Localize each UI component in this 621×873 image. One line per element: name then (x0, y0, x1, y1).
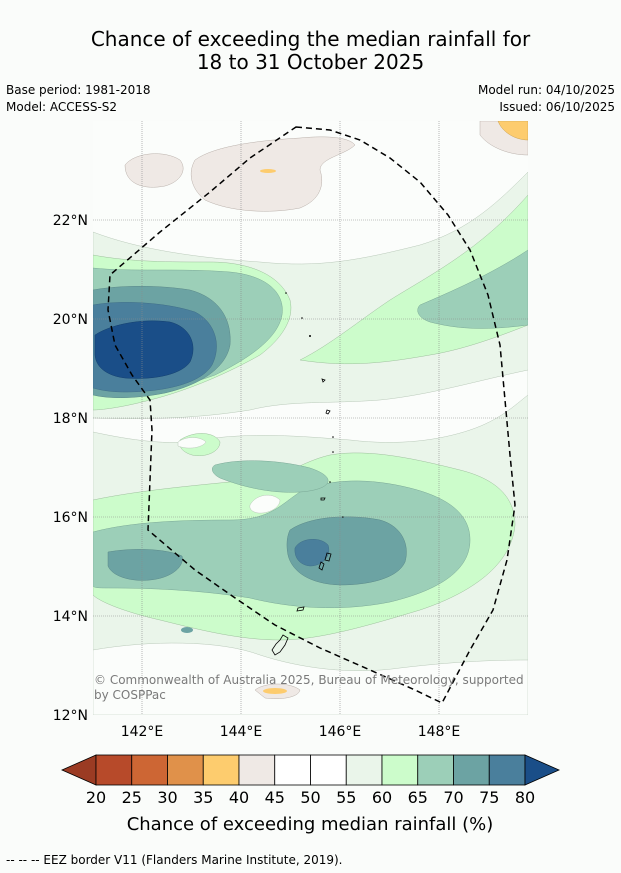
colorbar-label: 40 (229, 788, 249, 807)
contour-45-50-nw (124, 153, 184, 188)
contour-70-75-south (286, 516, 407, 586)
contour-35-40-north (260, 169, 276, 173)
colorbar-extend-high (524, 754, 560, 786)
model-run: Model run: 04/10/2025 (477, 83, 615, 97)
lat-tick: 20°N (53, 312, 88, 328)
island-alamagan (321, 378, 326, 383)
lat-tick: 22°N (53, 213, 88, 229)
colorbar-segment (453, 754, 490, 786)
contour-55-60-b (93, 369, 528, 443)
contour-45-50-north (190, 136, 356, 212)
title-line-1: Chance of exceeding the median rainfall … (90, 27, 531, 51)
lon-tick: 142°E (121, 724, 164, 740)
colorbar-label: 20 (86, 788, 106, 807)
colorbar-label: 55 (336, 788, 356, 807)
colorbar-segment (95, 754, 133, 786)
island-dot (309, 335, 311, 337)
lat-tick: 16°N (53, 510, 88, 526)
island-guam (271, 634, 289, 656)
colorbar-extend-low (61, 754, 97, 786)
colorbar-label: 30 (157, 788, 177, 807)
credit-line-1: © Commonwealth of Australia 2025, Bureau… (94, 673, 524, 687)
lat-tick: 18°N (53, 411, 88, 427)
footer-note: -- -- -- EEZ border V11 (Flanders Marine… (6, 853, 343, 867)
island-dots (285, 292, 344, 518)
chart-title: Chance of exceeding the median rainfall … (0, 28, 621, 74)
credit-line-2: by COSPPac (94, 688, 166, 702)
island-aguijan (320, 497, 326, 501)
meta-right: Model run: 04/10/2025 Issued: 06/10/2025 (478, 82, 615, 116)
base-period: Base period: 1981-2018 (6, 83, 151, 97)
island-tinian (318, 561, 325, 571)
lat-tick-labels: 12°N 14°N 16°N 18°N 20°N 22°N (53, 213, 88, 724)
map-panel: © Commonwealth of Australia 2025, Bureau… (93, 121, 528, 715)
island-dot (285, 292, 287, 294)
contour-hole-2 (177, 437, 207, 449)
lon-tick: 146°E (319, 724, 362, 740)
contour-hole-1 (249, 494, 281, 514)
colorbar-title: Chance of exceeding median rainfall (%) (127, 814, 494, 835)
lat-tick: 12°N (53, 708, 88, 724)
lon-tick: 144°E (220, 724, 263, 740)
colorbar-segment (488, 754, 526, 786)
model-name: Model: ACCESS-S2 (6, 100, 118, 114)
contour-80-plus-north (94, 320, 194, 379)
contour-65-70-band (212, 460, 329, 493)
colorbar: 20 25 30 35 40 45 50 55 60 65 70 75 80 (61, 754, 560, 807)
colorbar-label: 60 (372, 788, 392, 807)
title-line-2: 18 to 31 October 2025 (196, 50, 425, 74)
colorbar-label: 25 (122, 788, 142, 807)
island-dot (332, 451, 334, 453)
colorbar-segment (131, 754, 168, 786)
colorbar-segment (417, 754, 454, 786)
island-saipan (324, 552, 332, 562)
contour-70-75-south-west (107, 549, 183, 581)
eez-border (107, 126, 516, 704)
colorbar-label: 75 (479, 788, 499, 807)
contour-55-60-c (93, 642, 528, 715)
colorbar-segment (274, 754, 311, 786)
gridlines (93, 121, 528, 715)
colorbar-segment (310, 754, 347, 786)
contour-35-40-south (263, 688, 287, 694)
colorbar-label: 45 (265, 788, 285, 807)
contour-65-70-east (417, 249, 528, 329)
colorbar-segment (345, 754, 383, 786)
island-dot (301, 317, 303, 319)
island-rota (296, 606, 305, 612)
lat-tick: 14°N (53, 609, 88, 625)
contour-70-75-dot (181, 627, 193, 633)
issued-date: Issued: 06/10/2025 (499, 100, 615, 114)
colorbar-label: 50 (300, 788, 320, 807)
colorbar-label: 70 (443, 788, 463, 807)
meta-left: Base period: 1981-2018 Model: ACCESS-S2 (6, 82, 151, 116)
colorbar-segment (167, 754, 204, 786)
lon-tick: 148°E (418, 724, 461, 740)
colorbar-segment (381, 754, 419, 786)
lon-tick-labels: 142°E 144°E 146°E 148°E (121, 724, 461, 740)
islands (271, 378, 332, 656)
colorbar-label: 65 (408, 788, 428, 807)
colorbar-segment (238, 754, 276, 786)
island-pagan (325, 409, 331, 415)
colorbar-label: 80 (515, 788, 535, 807)
island-dot (329, 481, 331, 483)
island-dot (332, 436, 334, 438)
colorbar-label: 35 (193, 788, 213, 807)
contour-35-40-ne (497, 121, 528, 141)
colorbar-segment (202, 754, 240, 786)
